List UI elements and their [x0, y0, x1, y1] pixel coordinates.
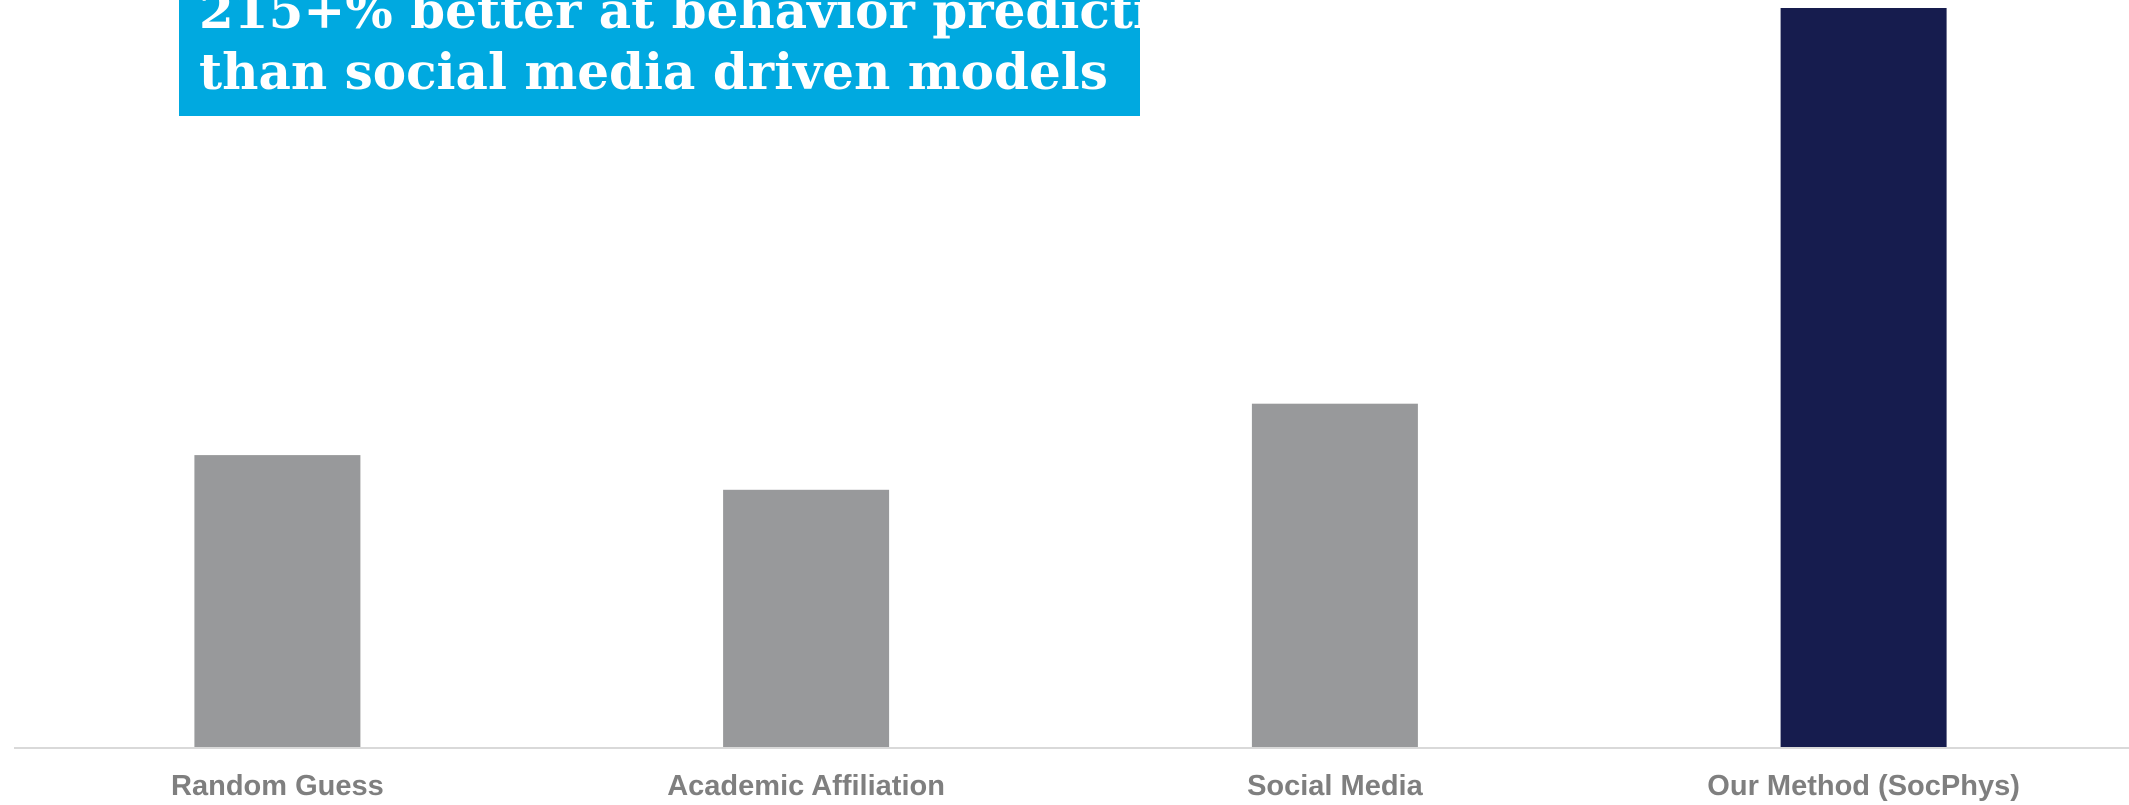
- x-tick-label-0: Random Guess: [171, 770, 384, 802]
- bar-0: [194, 455, 361, 747]
- callout-box: 215+% better at behavior prediction than…: [179, 0, 1140, 116]
- callout-line-1: 215+% better at behavior prediction: [199, 0, 1140, 40]
- x-tick-label-2: Social Media: [1247, 770, 1424, 802]
- bar-3: [1780, 8, 1947, 747]
- bar-1: [723, 489, 890, 747]
- callout-line-2: than social media driven models: [199, 42, 1108, 101]
- bar-2: [1251, 403, 1418, 747]
- x-tick-label-1: Academic Affiliation: [667, 770, 945, 802]
- x-tick-label-3: Our Method (SocPhys): [1707, 770, 2020, 802]
